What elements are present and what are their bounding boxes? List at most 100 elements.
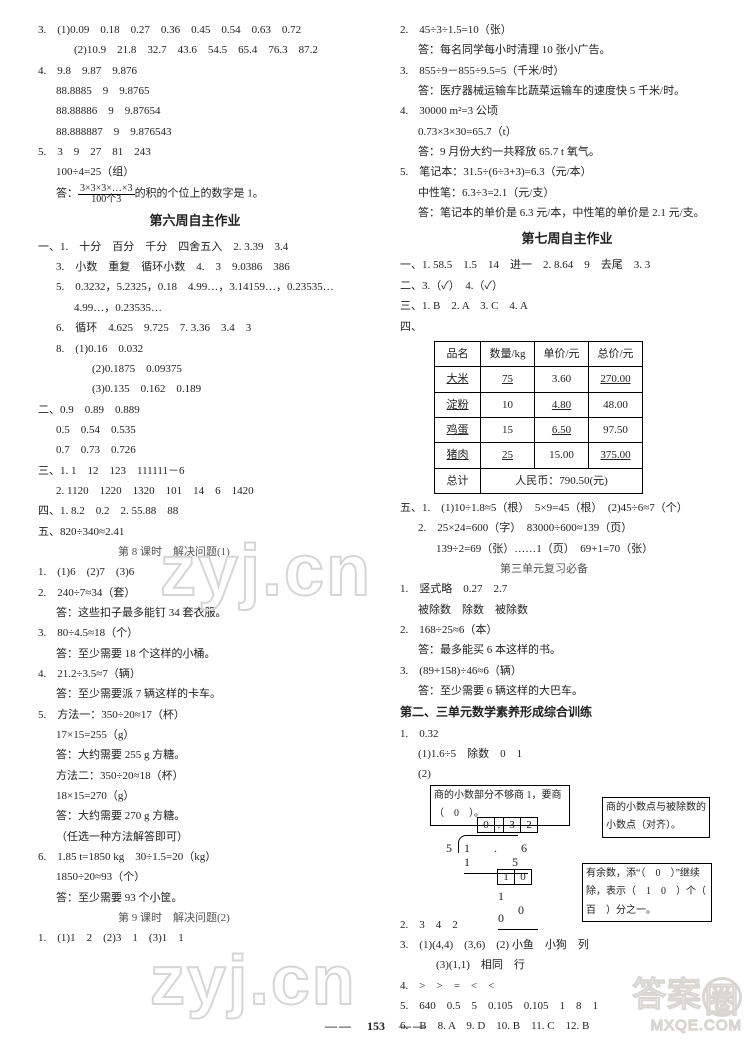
divisor: 5	[446, 837, 452, 859]
text: 2. 45÷3÷1.5=10（张）	[400, 20, 734, 40]
td: 48.00	[589, 392, 643, 417]
text: (1)1.6÷5 除数 0 1	[400, 744, 734, 764]
td: 人民币：790.50(元)	[481, 468, 643, 493]
td: 总计	[435, 468, 481, 493]
text: 3. (1)0.09 0.18 0.27 0.36 0.45 0.54 0.63…	[38, 20, 352, 40]
text: 1. 竖式略 0.27 2.7	[400, 579, 734, 599]
td: 15.00	[535, 443, 589, 468]
td: 375.00	[589, 443, 643, 468]
text: 四、	[400, 317, 734, 337]
text: 0.7 0.73 0.726	[38, 440, 352, 460]
td: 75	[481, 367, 535, 392]
division-step: 0	[518, 899, 524, 921]
text: 4. > > = < <	[400, 976, 734, 996]
digit-cell: 2	[520, 817, 538, 833]
text: 5. 笔记本：31.5÷(6÷3+3)=6.3（元/本）	[400, 162, 734, 182]
section-title-unit3review: 第三单元复习必备	[400, 559, 734, 579]
text: (3)(1,1) 相同 行	[400, 955, 734, 975]
text: 4. 30000 m²=3 公顷	[400, 101, 734, 121]
td: 3.60	[535, 367, 589, 392]
text: (3)0.135 0.162 0.189	[38, 379, 352, 399]
text: 8. (1)0.16 0.032	[38, 339, 352, 359]
th: 品名	[435, 341, 481, 366]
section-title-week7: 第七周自主作业	[400, 227, 734, 251]
text: 6. 循环 4.625 9.725 7. 3.36 3.4 3	[38, 318, 352, 338]
text: 3. (89+158)÷46≈6（辆）	[400, 661, 734, 681]
text: 答：医疗器械运输车比蔬菜运输车的速度快 5 千米/时。	[400, 81, 734, 101]
text: 答：	[56, 187, 78, 199]
text: 3. (1)(4,4) (3,6) (2) 小鱼 小狗 列	[400, 935, 734, 955]
text: 88.88886 9 9.87654	[38, 101, 352, 121]
text: 3. 855÷9－855÷9.5=5（千米/时）	[400, 61, 734, 81]
text: 88.8885 9 9.8765	[38, 81, 352, 101]
text: (2)0.1875 0.09375	[38, 359, 352, 379]
callout-box: 有余数，添“（ 0 ）”继续除，表示（ 1 0 ）个（ 百 ）分之一。	[582, 863, 712, 923]
text: 三、1. B 2. A 3. C 4. A	[400, 296, 734, 316]
text: 3. 80÷4.5≈18（个）	[38, 623, 352, 643]
text: 2. 240÷7≈34（套）	[38, 583, 352, 603]
text: 答：至少需要 18 个这样的小桶。	[38, 644, 352, 664]
text: 答：9 月份大约一共释放 65.7 t 氧气。	[400, 142, 734, 162]
td: 270.00	[589, 367, 643, 392]
text: 五、820÷340≈2.41	[38, 522, 352, 542]
text: 四、1. 8.2 0.2 2. 55.88 88	[38, 501, 352, 521]
td: 97.50	[589, 417, 643, 442]
text: 答：大约需要 270 g 方糖。	[38, 806, 352, 826]
text: 答：笔记本的单价是 6.3 元/本，中性笔的单价是 2.1 元/支。	[400, 203, 734, 223]
th: 数量/kg	[481, 341, 535, 366]
digit-cell: 3	[503, 817, 521, 833]
text: 0.73×3×30=65.7（t）	[400, 122, 734, 142]
text: 5. 0.3232，5.2325，0.18 4.99…，3.14159…，0.2…	[38, 277, 352, 297]
text: 1. (1)6 (2)7 (3)6	[38, 562, 352, 582]
text: 5. 3 9 27 81 243	[38, 142, 352, 162]
td: 淀粉	[435, 392, 481, 417]
text: 1. 0.32	[400, 724, 734, 744]
text: 答：大约需要 255 g 方糖。	[38, 745, 352, 765]
td: 大米	[435, 367, 481, 392]
text: (2)	[400, 764, 734, 784]
td: 6.50	[535, 417, 589, 442]
th: 总价/元	[589, 341, 643, 366]
text: 答：3×3×3×…×3100个3的积的个位上的数字是 1。	[38, 183, 352, 205]
text: 3. 小数 重复 循环小数 4. 3 9.0386 386	[38, 257, 352, 277]
text: 6. 1.85 t=1850 kg 30÷1.5=20（kg）	[38, 847, 352, 867]
text: 4. 9.8 9.87 9.876	[38, 61, 352, 81]
td: 鸡蛋	[435, 417, 481, 442]
text: 1. (1)1 2 (2)3 1 (3)1 1	[38, 928, 352, 948]
section-title-week6: 第六周自主作业	[38, 209, 352, 233]
long-division-diagram: 商的小数部分不够商 1，要商（ 0 ）。 商的小数点与被除数的小数点（对齐）。 …	[430, 785, 734, 915]
th: 单价/元	[535, 341, 589, 366]
right-column: 2. 45÷3÷1.5=10（张） 答：每名同学每小时清理 10 张小广告。 3…	[400, 20, 734, 1037]
td: 10	[481, 392, 535, 417]
text: 五、1. (1)10÷1.8≈5（根） 5×9=45（根） (2)45÷6≈7（…	[400, 498, 734, 518]
left-column: 3. (1)0.09 0.18 0.27 0.36 0.45 0.54 0.63…	[38, 20, 352, 1037]
subsection-title-8: 第 8 课时 解决问题(1)	[38, 542, 352, 562]
td: 25	[481, 443, 535, 468]
digit-row: 0 . 3 2	[478, 817, 538, 833]
digit-row: 1 0	[498, 869, 532, 885]
text: 答：至少需要 93 个小筐。	[38, 888, 352, 908]
page-number: —— 153 ——	[0, 1017, 752, 1034]
fraction: 3×3×3×…×3100个3	[78, 183, 135, 205]
text: 答：每名同学每小时清理 10 张小广告。	[400, 40, 734, 60]
text: 答：至少需要 6 辆这样的大巴车。	[400, 681, 734, 701]
text: 方法二：350÷20≈18（杯）	[38, 766, 352, 786]
text: 答：至少需要派 7 辆这样的卡车。	[38, 684, 352, 704]
text: 答：最多能买 6 本这样的书。	[400, 640, 734, 660]
text: 被除数 除数 被除数	[400, 600, 734, 620]
text: 4.99…，0.23535…	[38, 298, 352, 318]
text: 17×15=255（g）	[38, 725, 352, 745]
text: 一、1. 58.5 1.5 14 进一 2. 8.64 9 去尾 3. 3	[400, 255, 734, 275]
td: 15	[481, 417, 535, 442]
text: 三、1. 1 12 123 111111－6	[38, 461, 352, 481]
digit-cell: 0	[477, 817, 495, 833]
text: 的积的个位上的数字是 1。	[135, 187, 264, 199]
text: 88.888887 9 9.876543	[38, 122, 352, 142]
text: 4. 21.2÷3.5≈7（辆）	[38, 664, 352, 684]
text: 二、0.9 0.89 0.889	[38, 400, 352, 420]
text: 中性笔：6.3÷3=2.1（元/支）	[400, 183, 734, 203]
text: (2)10.9 21.8 32.7 43.6 54.5 65.4 76.3 87…	[38, 40, 352, 60]
subsection-title-9: 第 9 课时 解决问题(2)	[38, 908, 352, 928]
text: 100÷4=25（组）	[38, 162, 352, 182]
text: 0.5 0.54 0.535	[38, 420, 352, 440]
